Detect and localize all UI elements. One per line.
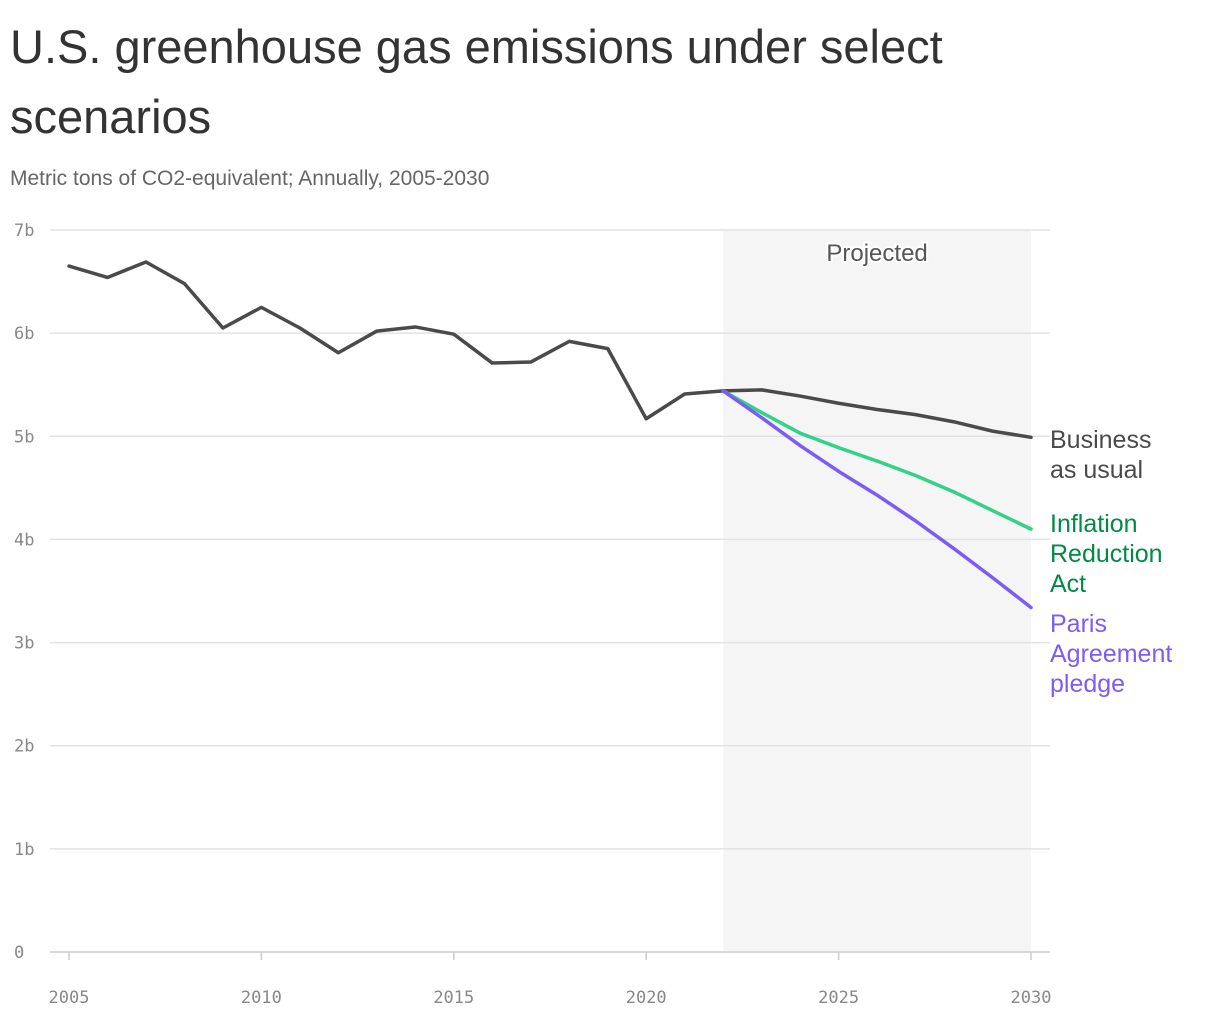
series-label: as usual: [1050, 456, 1143, 484]
y-tick-label: 3b: [14, 634, 34, 654]
y-tick-label: 6b: [14, 324, 34, 344]
x-tick-label: 2005: [49, 988, 90, 1008]
series-label: Agreement: [1050, 640, 1172, 668]
series-line-business-as-usual: [721, 388, 1033, 440]
projected-region: [723, 230, 1031, 952]
series-label: pledge: [1050, 670, 1125, 698]
x-tick-label: 2010: [241, 988, 282, 1008]
series-label: Business: [1050, 426, 1151, 454]
chart-subtitle: Metric tons of CO2-equivalent; Annually,…: [10, 167, 490, 190]
projected-label: Projected: [826, 240, 927, 267]
y-tick-label: 7b: [14, 221, 34, 241]
y-tick-label: 2b: [14, 737, 34, 757]
x-tick-label: 2020: [626, 988, 667, 1008]
chart-title: U.S. greenhouse gas emissions under sele…: [10, 20, 943, 143]
series-label: Reduction: [1050, 540, 1163, 568]
x-tick-label: 2025: [818, 988, 859, 1008]
series-label: Act: [1050, 570, 1086, 598]
y-tick-label: 1b: [14, 840, 34, 860]
y-tick-label: 5b: [14, 427, 34, 447]
x-tick-label: 2015: [433, 988, 474, 1008]
x-tick-label: 2030: [1011, 988, 1052, 1008]
series-line-historical: [67, 260, 725, 421]
series-line-inflation-reduction-act: [721, 389, 1033, 531]
y-tick-label: 0: [14, 943, 24, 963]
y-tick-label: 4b: [14, 530, 34, 550]
series-label: Paris: [1050, 610, 1107, 638]
series-label: Inflation: [1050, 510, 1138, 538]
series-line-paris-agreement-pledge: [721, 389, 1033, 610]
